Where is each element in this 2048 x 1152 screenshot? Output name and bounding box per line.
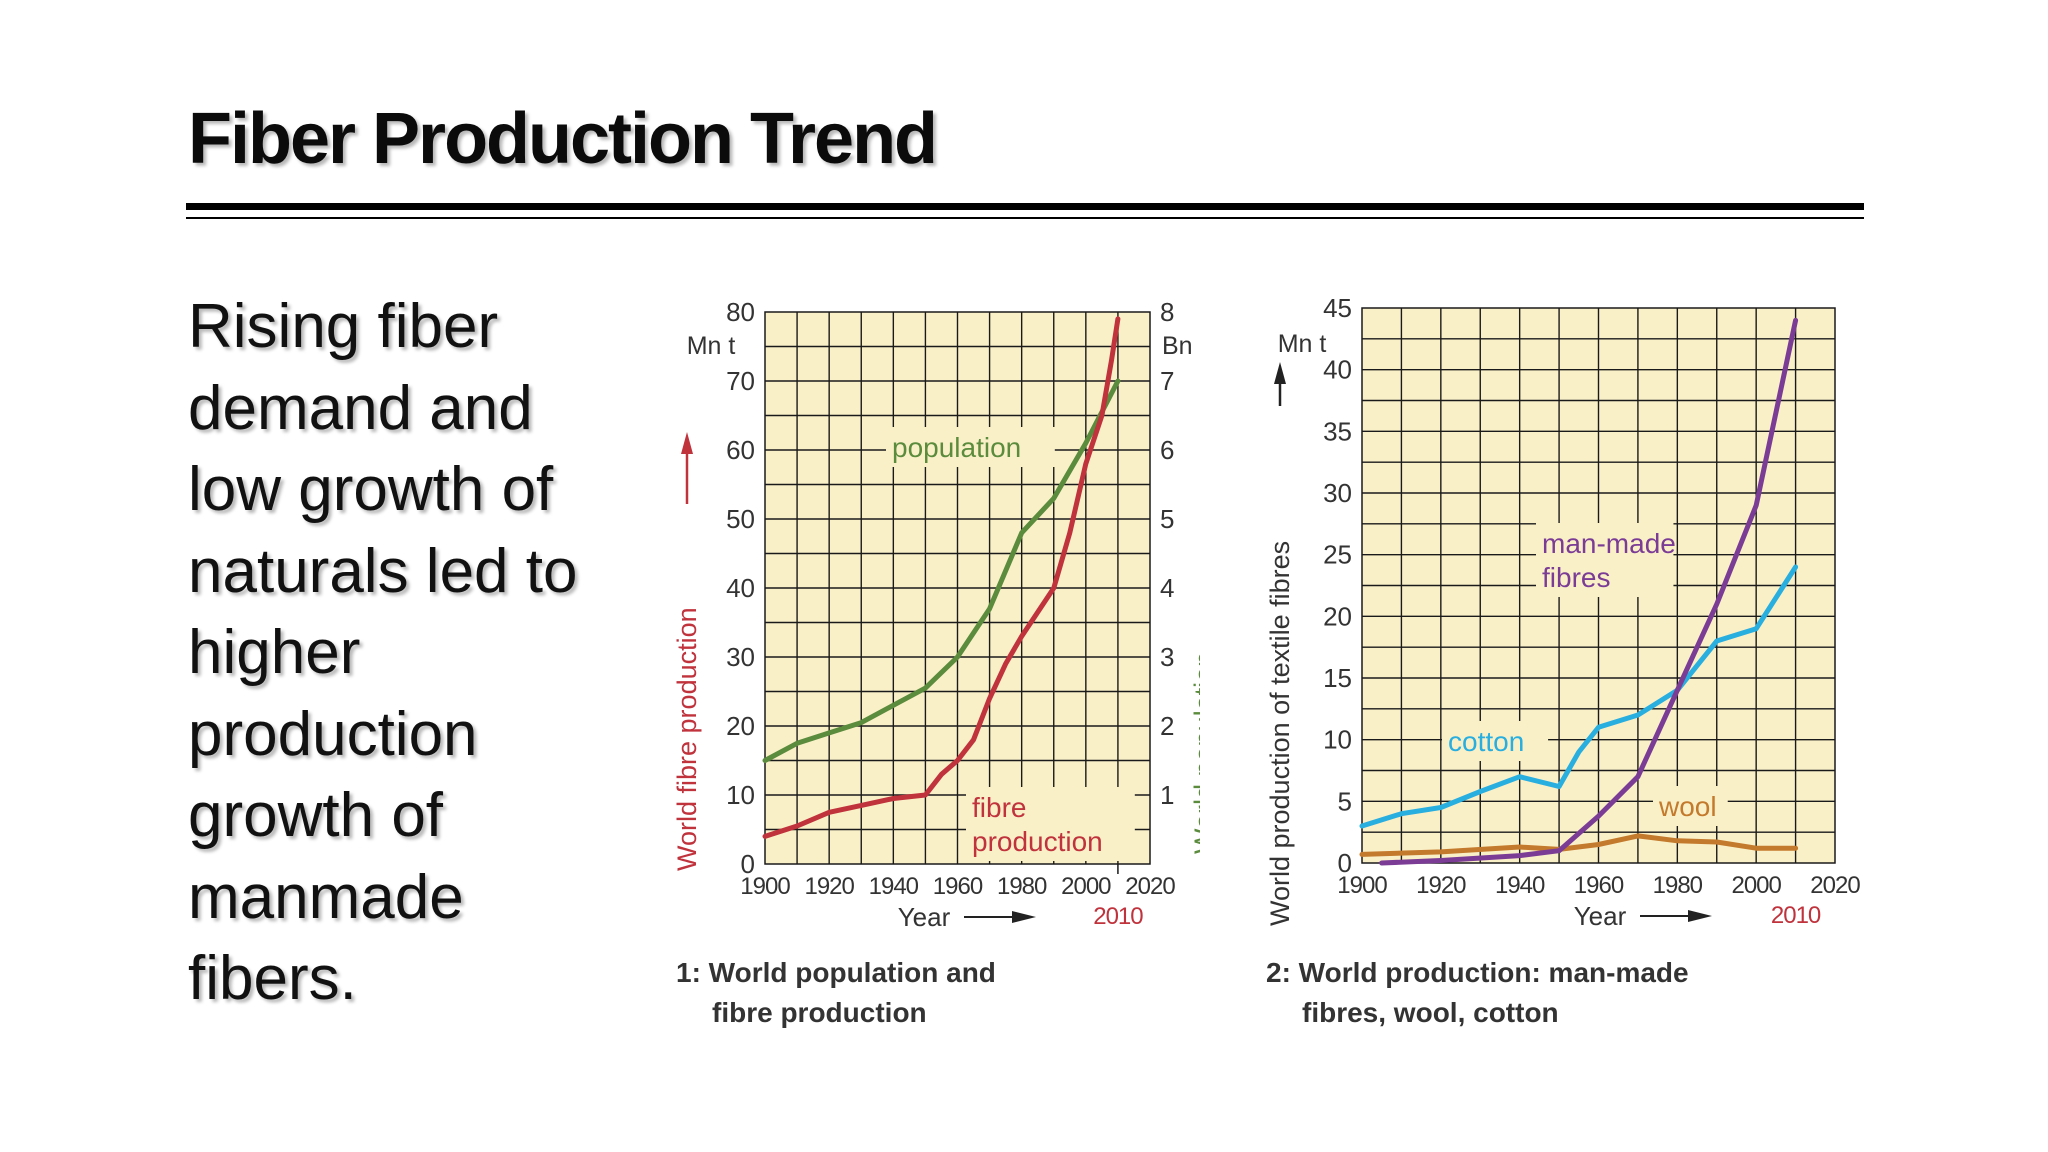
x-tick-label: 1960 bbox=[933, 873, 983, 900]
man-made-fibres-line bbox=[1379, 317, 1799, 866]
population-series-label: population bbox=[892, 432, 1021, 463]
y-tick-label: 60 bbox=[726, 435, 755, 465]
y-tick-label: 70 bbox=[726, 366, 755, 396]
y-tick-label: 35 bbox=[1323, 416, 1352, 446]
y-tick-label: 40 bbox=[1323, 355, 1352, 385]
y2-tick-label: 1 bbox=[1160, 780, 1174, 810]
y2-tick-label: 4 bbox=[1160, 573, 1174, 603]
y2-unit-label: Bn bbox=[1162, 332, 1193, 360]
y-tick-label: 15 bbox=[1323, 663, 1352, 693]
y2-tick-label: 8 bbox=[1160, 297, 1174, 327]
y2-tick-label: 7 bbox=[1160, 366, 1174, 396]
population-line bbox=[762, 378, 1121, 763]
wool-series-label: wool bbox=[1658, 791, 1717, 822]
title-rule-thin bbox=[186, 217, 1864, 219]
wool-series-label-bg bbox=[1653, 786, 1728, 826]
x-axis-arrow-head bbox=[1688, 910, 1712, 922]
y-tick-label: 45 bbox=[1323, 293, 1352, 323]
chart-caption-line-2: fibres, wool, cotton bbox=[1302, 997, 1559, 1028]
x-tick-label: 1980 bbox=[997, 873, 1047, 900]
y-tick-label: 20 bbox=[1323, 601, 1352, 631]
x-tick-label: 1920 bbox=[804, 873, 854, 900]
x-tick-label: 1980 bbox=[1653, 872, 1703, 899]
y2-tick-label: 6 bbox=[1160, 435, 1174, 465]
fibre-series-label-bg bbox=[966, 787, 1135, 861]
cotton-series-label: cotton bbox=[1448, 726, 1524, 757]
chart-textile-fibres-svg: 1900 1920 1940 1960 1980 2000 2020 0 5 10 15 20 25 30… bbox=[1265, 293, 1861, 1028]
x-axis-arrow-head bbox=[1012, 911, 1036, 923]
y-unit-label: Mn t bbox=[1278, 330, 1327, 358]
x-tick-label: 1900 bbox=[1337, 872, 1387, 899]
x-extra-label-2010: 2010 bbox=[1771, 902, 1821, 929]
cotton-series-label-bg bbox=[1442, 721, 1549, 761]
y-tick-label: 10 bbox=[1323, 725, 1352, 755]
man-made-series-label: man-made bbox=[1542, 528, 1676, 559]
x-tick-label: 2000 bbox=[1731, 872, 1781, 899]
fibre-production-line bbox=[762, 316, 1121, 839]
x-tick-label: 1940 bbox=[869, 873, 919, 900]
y-tick-label: 5 bbox=[1338, 786, 1352, 816]
wool-line bbox=[1359, 833, 1799, 857]
fibre-series-label: fibre bbox=[972, 792, 1026, 823]
y-unit-label: Mn t bbox=[687, 332, 736, 360]
slide-title: Fiber Production Trend bbox=[188, 99, 938, 179]
x-extra-label-2010: 2010 bbox=[1093, 903, 1143, 930]
x-tick-label: 1920 bbox=[1416, 872, 1466, 899]
y-tick-label: 10 bbox=[726, 780, 755, 810]
y-axis-arrow-head bbox=[681, 432, 693, 454]
y-tick-label: 40 bbox=[726, 573, 755, 603]
cotton-line bbox=[1359, 564, 1799, 829]
y-axis-arrow-head bbox=[1274, 362, 1286, 384]
x-tick-label: 2020 bbox=[1125, 873, 1175, 900]
man-made-series-label: fibres bbox=[1542, 562, 1610, 593]
man-made-series-label-bg bbox=[1536, 523, 1674, 597]
x-tick-label: 1900 bbox=[740, 873, 790, 900]
y-tick-label: 30 bbox=[1323, 478, 1352, 508]
y2-tick-label: 2 bbox=[1160, 711, 1174, 741]
chart-caption-line-2: fibre production bbox=[712, 997, 927, 1028]
y-tick-label: 20 bbox=[726, 711, 755, 741]
title-rule-thick bbox=[186, 203, 1864, 210]
chart-population-fibre-svg: 1900 1920 1940 1960 1980 2000 2020 0 10 20 30 40 50 6… bbox=[672, 297, 1200, 1028]
population-series-label-bg bbox=[886, 427, 1055, 467]
x-axis-label: Year bbox=[1574, 901, 1627, 931]
y-axis-label: World fibre production bbox=[672, 607, 702, 871]
y-tick-label: 0 bbox=[1338, 848, 1352, 878]
chart-textile-fibres: 1900 1920 1940 1960 1980 2000 2020 0 5 10 15 20 25 30… bbox=[1250, 286, 1870, 1056]
y-axis-label: World production of textile fibres bbox=[1265, 541, 1295, 926]
slide-body-text: Rising fiber demand and low growth of na… bbox=[188, 292, 578, 1013]
x-tick-label: 1960 bbox=[1574, 872, 1624, 899]
y2-tick-label: 5 bbox=[1160, 504, 1174, 534]
x-tick-label: 1940 bbox=[1495, 872, 1545, 899]
y2-tick-label: 3 bbox=[1160, 642, 1174, 672]
y-tick-label: 25 bbox=[1323, 540, 1352, 570]
y-tick-label: 80 bbox=[726, 297, 755, 327]
y2-axis-label: World population bbox=[1189, 652, 1200, 854]
y-tick-label: 0 bbox=[741, 849, 755, 879]
y-tick-label: 30 bbox=[726, 642, 755, 672]
fibre-series-label: production bbox=[972, 826, 1103, 857]
x-tick-label: 2000 bbox=[1061, 873, 1111, 900]
y-tick-label: 50 bbox=[726, 504, 755, 534]
x-axis-label: Year bbox=[898, 902, 951, 932]
chart-caption-line-1: 1: World population and bbox=[676, 957, 996, 988]
chart-population-fibre: 1900 1920 1940 1960 1980 2000 2020 0 10 20 30 40 50 6… bbox=[660, 286, 1200, 1056]
chart-caption-line-1: 2: World production: man-made bbox=[1266, 957, 1689, 988]
x-tick-label: 2020 bbox=[1810, 872, 1860, 899]
